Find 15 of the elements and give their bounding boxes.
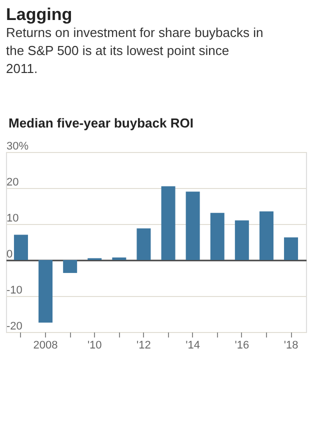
x-tick-label: '14 bbox=[186, 340, 200, 352]
y-tick-label: -10 bbox=[6, 284, 22, 296]
x-tick-label: 2008 bbox=[33, 340, 58, 352]
x-tick-label: '10 bbox=[87, 340, 102, 352]
chart-subtitle: Returns on investment for share buybacks in the S&P 500 is at its lowest point since 2011. bbox=[6, 25, 264, 76]
y-tick-label: 20 bbox=[6, 176, 19, 188]
y-tick-label: 0 bbox=[6, 248, 13, 260]
x-tick-label: '18 bbox=[284, 340, 298, 352]
y-tick-label: 30% bbox=[6, 140, 29, 152]
x-tick-label: '16 bbox=[234, 340, 250, 352]
chart-title: Lagging bbox=[6, 5, 72, 24]
y-axis-title: Median five-year buyback ROI bbox=[8, 116, 194, 130]
y-tick-label: -20 bbox=[6, 320, 22, 332]
x-tick-label: '12 bbox=[136, 340, 151, 352]
y-tick-label: 10 bbox=[6, 212, 19, 224]
